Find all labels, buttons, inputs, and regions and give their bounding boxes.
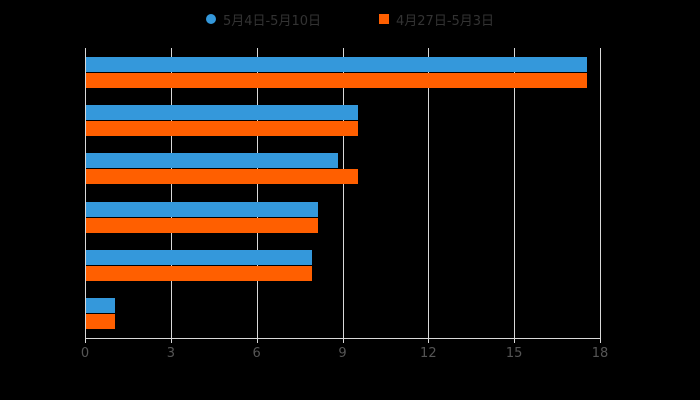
x-tick-label: 18 bbox=[591, 346, 609, 361]
legend-item-series-1[interactable]: 4月27日-5月3日 bbox=[379, 10, 494, 29]
gridline bbox=[600, 48, 601, 338]
gridline bbox=[342, 48, 344, 338]
x-tick-mark bbox=[600, 338, 601, 343]
gridline bbox=[256, 48, 258, 338]
bar[interactable] bbox=[86, 105, 358, 120]
gridline bbox=[514, 48, 516, 338]
legend-label-series-1: 4月27日-5月3日 bbox=[396, 13, 495, 29]
legend-circle-marker-icon bbox=[205, 14, 216, 24]
gridline bbox=[170, 48, 172, 338]
bar[interactable] bbox=[86, 56, 587, 72]
bar[interactable] bbox=[86, 169, 358, 185]
chart-legend: 5月4日-5月10日 4月27日-5月3日 bbox=[0, 6, 700, 32]
x-tick-mark bbox=[256, 338, 258, 343]
y-axis-line bbox=[85, 48, 86, 338]
bar[interactable] bbox=[86, 314, 115, 330]
bar[interactable] bbox=[86, 153, 338, 169]
x-tick-mark bbox=[342, 338, 344, 343]
x-tick-label: 12 bbox=[420, 346, 437, 361]
bar[interactable] bbox=[86, 72, 587, 88]
x-tick-label: 9 bbox=[338, 346, 347, 361]
legend-item-series-0[interactable]: 5月4日-5月10日 bbox=[205, 10, 321, 29]
bar[interactable] bbox=[86, 250, 313, 265]
x-tick-mark bbox=[514, 338, 516, 343]
x-tick-mark bbox=[170, 338, 172, 343]
x-tick-mark bbox=[428, 338, 430, 343]
x-tick-label: 6 bbox=[252, 346, 261, 361]
legend-square-marker-icon bbox=[379, 14, 389, 24]
x-tick-label: 0 bbox=[80, 346, 90, 361]
bar[interactable] bbox=[86, 266, 313, 281]
bar[interactable] bbox=[86, 217, 318, 233]
x-tick-label: 15 bbox=[505, 346, 523, 361]
bar[interactable] bbox=[86, 121, 358, 136]
gridline bbox=[428, 48, 430, 338]
bar[interactable] bbox=[86, 201, 318, 217]
x-tick-label: 3 bbox=[166, 346, 175, 361]
x-tick-mark bbox=[85, 338, 86, 343]
bar[interactable] bbox=[86, 298, 115, 314]
legend-label-series-0: 5月4日-5月10日 bbox=[222, 13, 321, 29]
